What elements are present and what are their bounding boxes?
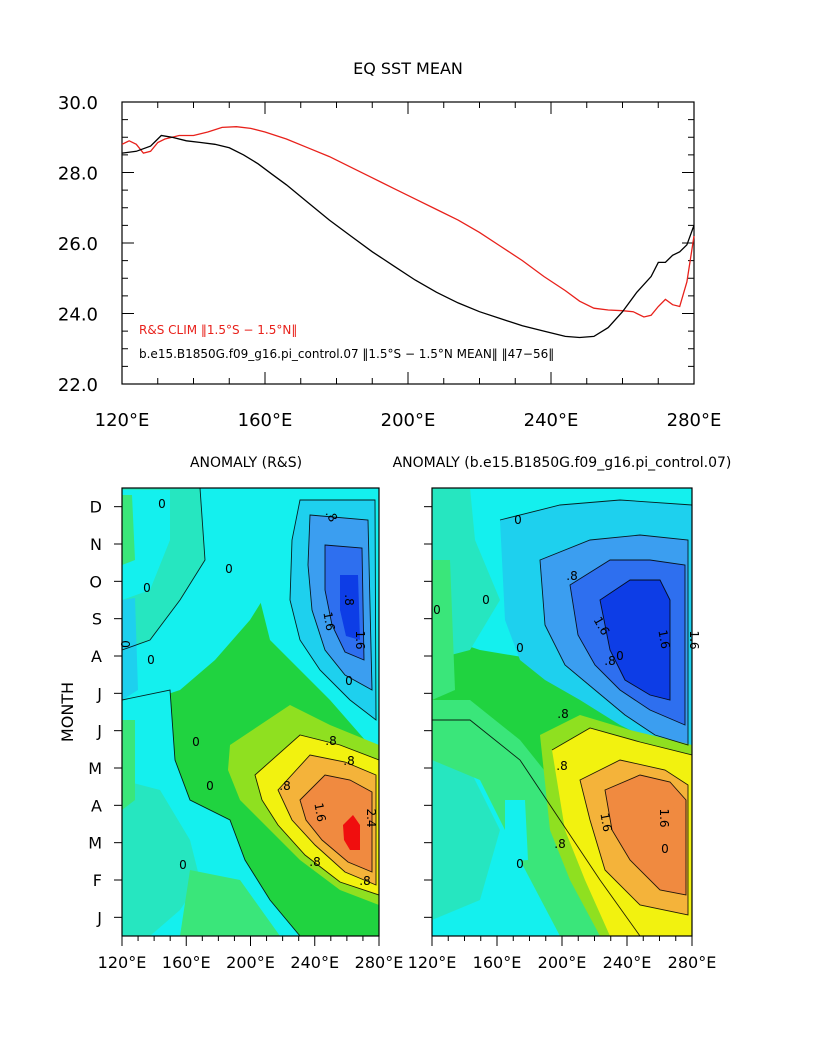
plot-frame [121,101,695,385]
contour-label: .8 [309,855,320,869]
contour-label: 0 [516,641,524,655]
contour-label: 1.6 [597,812,614,833]
series-line-model [121,134,695,339]
anomaly-model-title: ANOMALY (b.e15.B1850G.f09_g16.pi_control… [393,455,732,471]
x-tick-label: 160°E [473,953,522,972]
contour-label: 0 [225,562,233,576]
legend-entry-rs-clim: R&S CLIM ‖1.5°S − 1.5°N‖ [139,323,297,337]
y-tick-label: 28.0 [58,164,98,185]
month-axis-label: MONTH [58,682,77,742]
contour-label: 0 [661,842,669,856]
y-tick-labels: 22.0 24.0 26.0 28.0 30.0 [58,93,98,396]
month-tick-label: O [89,572,102,591]
month-tick-label: M [88,759,102,778]
month-tick-label: F [93,871,102,890]
contour-label: .8 [325,734,336,748]
x-tick-label: 160°E [162,953,211,972]
contour-label: 0 [206,779,214,793]
contour-label: 1.6 [353,630,367,649]
x-tick-label: 280°E [355,953,404,972]
series-lines [121,126,695,339]
x-tick-label: 280°E [668,953,717,972]
legend-entry-model: b.e15.B1850G.f09_g16.pi_control.07 ‖1.5°… [139,347,554,361]
contour-label: 0 [143,581,151,595]
contour-label: .8 [343,754,354,768]
x-tick-label: 240°E [290,953,339,972]
x-tick-label: 120°E [98,953,147,972]
month-tick-label: M [88,834,102,853]
anomaly-rs-title: ANOMALY (R&S) [190,455,302,471]
contour-label: 2.4 [364,808,378,827]
month-tick-label: J [96,722,102,741]
month-tick-label: D [90,498,102,517]
eq-sst-mean-chart: EQ SST MEAN 120°E 160°E 200°E 240°E 280°E 22… [58,59,721,431]
month-tick-label: J [96,908,102,927]
anomaly-model-ticks: 120°E 160°E 200°E 240°E 280°E [408,506,717,972]
month-tick-label: A [91,647,102,666]
x-tick-label: 200°E [538,953,587,972]
month-tick-label: N [90,535,102,554]
anomaly-rs-field [122,488,379,936]
x-tick-label: 200°E [226,953,275,972]
x-tick-label: 280°E [667,410,722,431]
contour-label: 1.6 [311,802,328,823]
contour-label: .8 [604,654,615,668]
x-tick-label: 160°E [238,410,293,431]
contour-label: 0 [482,593,490,607]
anomaly-model-field [432,488,692,936]
axis-ticks [121,101,695,385]
contour-label: 0 [514,513,522,527]
contour-label: 1.6 [655,629,672,650]
contour-label: .8 [279,779,290,793]
y-tick-label: 24.0 [58,305,98,326]
month-tick-label: J [96,684,102,703]
contour-label: 0 [119,640,133,648]
contour-label: 0 [179,858,187,872]
anomaly-model-panel: ANOMALY (b.e15.B1850G.f09_g16.pi_control… [393,455,732,972]
contour-label: 1.6 [320,611,337,632]
contour-label: 0 [158,497,166,511]
x-tick-label: 240°E [603,953,652,972]
contour-label: .8 [342,594,356,605]
contour-label: 0 [616,649,624,663]
contour-label: .8 [556,759,567,773]
series-line-rs-clim [121,126,695,318]
y-tick-label: 30.0 [58,93,98,114]
contour-label: 1.6 [687,630,701,649]
chart-title: EQ SST MEAN [353,59,463,78]
contour-label: .8 [554,837,565,851]
x-tick-label: 120°E [95,410,150,431]
contour-label: 1.6 [657,808,671,827]
y-tick-label: 26.0 [58,234,98,255]
x-tick-labels: 120°E 160°E 200°E 240°E 280°E [95,410,722,431]
x-tick-label: 200°E [381,410,436,431]
contour-label: .8 [557,707,568,721]
contour-label: .8 [359,874,370,888]
x-tick-label: 240°E [524,410,579,431]
contour-label: 0 [147,653,155,667]
anomaly-rs-panel: ANOMALY (R&S) MONTH 120°E 160°E 200°E 240°E… [58,455,403,972]
contour-label: 0 [345,674,353,688]
month-tick-label: S [92,610,102,629]
y-tick-label: 22.0 [58,375,98,396]
contour-label: 0 [516,857,524,871]
contour-label: .8 [566,569,577,583]
x-tick-label: 120°E [408,953,457,972]
contour-label: 0 [192,735,200,749]
month-tick-label: A [91,796,102,815]
contour-label: 0 [433,603,441,617]
